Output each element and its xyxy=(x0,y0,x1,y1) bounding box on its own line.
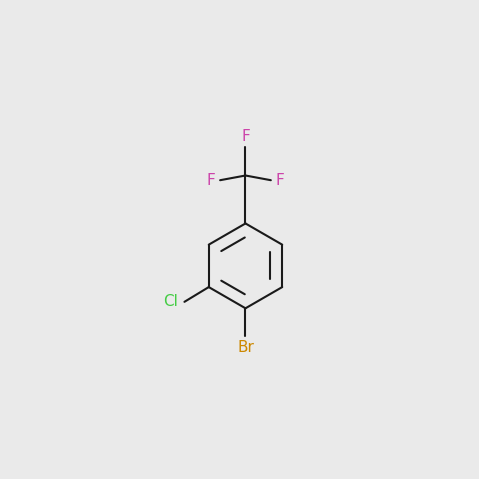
Text: Br: Br xyxy=(237,340,254,354)
Text: F: F xyxy=(241,129,250,144)
Text: F: F xyxy=(275,173,284,188)
Text: F: F xyxy=(207,173,216,188)
Text: Cl: Cl xyxy=(163,294,178,309)
